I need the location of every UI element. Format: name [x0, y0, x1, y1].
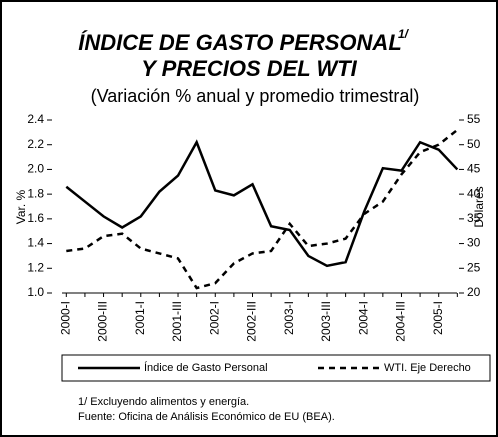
y2-axis-label: Dólares: [472, 186, 486, 227]
y2-tick-label: 50: [467, 137, 481, 151]
y-tick-label: 2.2: [27, 137, 44, 151]
y-tick-label: 1.4: [27, 236, 44, 250]
x-tick-label: 2003-I: [282, 301, 296, 335]
x-tick-label: 2005-I: [431, 301, 445, 335]
y-tick-label: 1.6: [27, 211, 44, 225]
x-tick-label: 2001-I: [133, 301, 147, 335]
y2-tick-label: 35: [467, 211, 481, 225]
y2-tick-label: 25: [467, 260, 481, 274]
x-tick-label: 2004-III: [394, 301, 408, 342]
y2-tick-label: 45: [467, 162, 481, 176]
y2-tick-label: 40: [467, 186, 481, 200]
x-tick-label: 2001-III: [170, 301, 184, 342]
x-tick-label: 2002-I: [207, 301, 221, 335]
y-tick-label: 2.4: [27, 112, 44, 126]
y2-tick-label: 30: [467, 236, 481, 250]
y-tick-label: 1.0: [27, 285, 44, 299]
y2-tick-label: 20: [467, 285, 481, 299]
title-note: 1/: [398, 27, 410, 41]
x-tick-label: 2003-III: [319, 301, 333, 342]
y-tick-label: 1.8: [27, 186, 44, 200]
footnote: Fuente: Oficina de Análisis Económico de…: [78, 411, 335, 423]
legend-label: Índice de Gasto Personal: [144, 361, 268, 374]
x-tick-label: 2000-I: [58, 301, 72, 335]
y2-tick-label: 55: [467, 112, 481, 126]
footnote: 1/ Excluyendo alimentos y energía.: [78, 396, 249, 408]
x-tick-label: 2000-III: [96, 301, 110, 342]
chart-title-line2: Y PRECIOS DEL WTI: [141, 56, 357, 81]
legend-label: WTI. Eje Derecho: [384, 362, 471, 374]
chart-subtitle: (Variación % anual y promedio trimestral…: [91, 86, 420, 106]
y-tick-label: 1.2: [27, 260, 44, 274]
y-tick-label: 2.0: [27, 162, 44, 176]
series-line: [65, 139, 459, 268]
x-tick-label: 2004-I: [356, 301, 370, 335]
series-line: [66, 128, 459, 290]
legend-box: [61, 354, 491, 382]
chart-title: ÍNDICE DE GASTO PERSONAL: [78, 30, 402, 55]
x-tick-label: 2002-III: [245, 301, 259, 342]
y-axis-label: Var. %: [14, 189, 28, 224]
